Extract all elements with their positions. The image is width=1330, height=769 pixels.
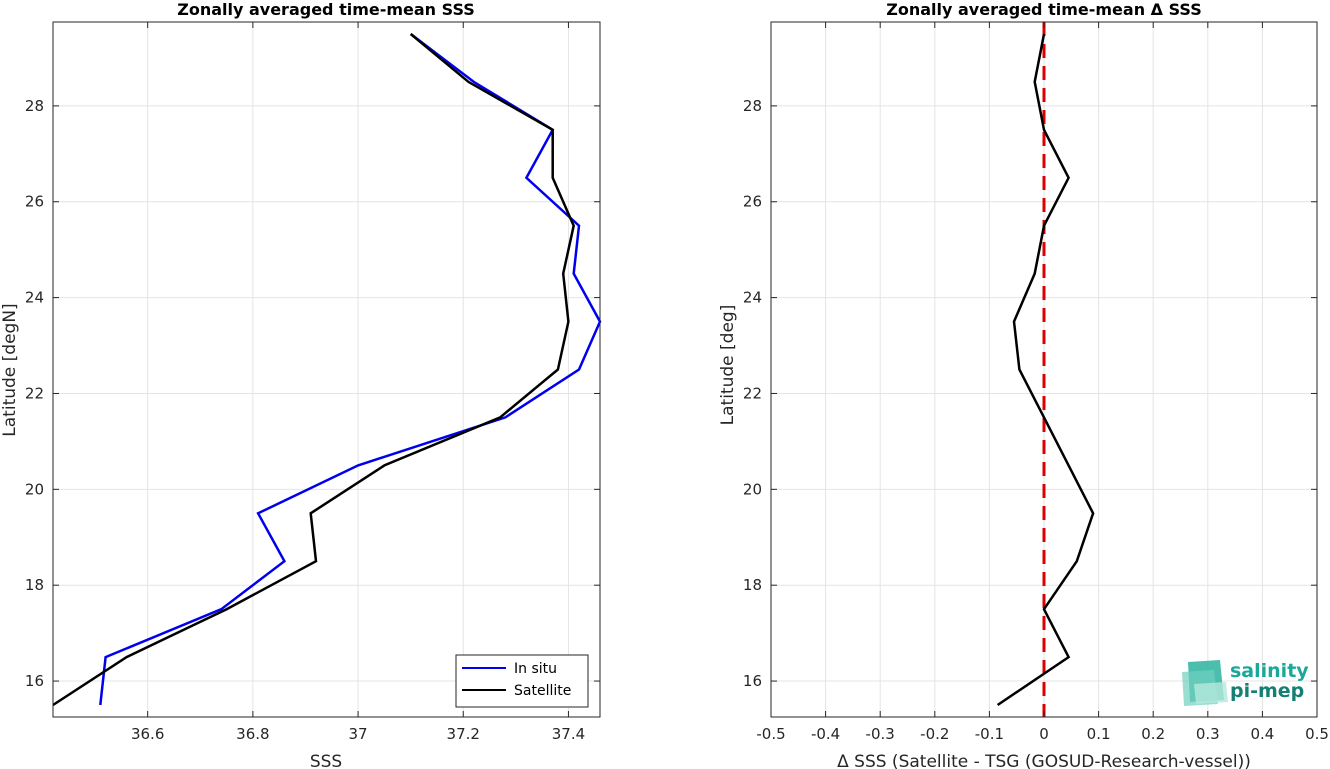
left-y-tick-label: 16 xyxy=(25,672,44,690)
logo-wave-icon-3 xyxy=(1194,682,1228,704)
logo-text-pi-mep: pi-mep xyxy=(1230,680,1304,702)
legend: In situ Satellite xyxy=(455,654,589,708)
left-plot-area xyxy=(53,22,600,717)
right-y-tick-label: 20 xyxy=(743,480,762,498)
right-x-tick-label: -0.2 xyxy=(920,725,949,743)
legend-entry-satellite: Satellite xyxy=(514,683,571,699)
left-x-tick-label: 37.2 xyxy=(447,725,480,743)
right-series xyxy=(996,33,1095,707)
left-series-line-1 xyxy=(52,33,576,707)
right-x-tick-label: -0.4 xyxy=(811,725,840,743)
right-y-tick-label: 24 xyxy=(743,289,762,307)
left-x-tick-label: 36.6 xyxy=(131,725,164,743)
legend-box xyxy=(455,654,589,708)
right-panel: -0.5 -0.4 -0.3 -0.2 -0.1 0 0.1 0.2 0.3 0.4 0.5 16 18… xyxy=(718,0,1329,769)
right-x-tick-label: -0.1 xyxy=(975,725,1004,743)
right-y-tick-label: 16 xyxy=(743,672,762,690)
logo-text-salinity: salinity xyxy=(1230,660,1309,682)
left-y-tick-label: 18 xyxy=(25,576,44,594)
right-x-tick-label: 0.2 xyxy=(1141,725,1165,743)
right-y-tick-label: 22 xyxy=(743,384,762,402)
right-x-axis-label: Δ SSS (Satellite - TSG (GOSUD-Research-v… xyxy=(837,752,1251,769)
left-ticks: 36.6 36.8 37 37.2 37.4 16 18 20 22 24 26 28 xyxy=(25,22,600,743)
left-panel: 36.6 36.8 37 37.2 37.4 16 18 20 22 24 26 28 Zonally… xyxy=(0,0,602,769)
left-y-tick-label: 20 xyxy=(25,480,44,498)
right-x-tick-label: 0.4 xyxy=(1250,725,1274,743)
left-grid xyxy=(53,22,600,717)
left-y-tick-label: 28 xyxy=(25,97,44,115)
right-series-line-0 xyxy=(996,33,1095,707)
left-y-tick-label: 26 xyxy=(25,193,44,211)
left-y-axis-label: Latitude [degN] xyxy=(0,303,20,436)
right-x-tick-label: 0.1 xyxy=(1087,725,1111,743)
left-x-tick-label: 37.4 xyxy=(552,725,585,743)
left-chart-title: Zonally averaged time-mean SSS xyxy=(177,0,475,19)
left-x-tick-label: 36.8 xyxy=(236,725,269,743)
left-axes-box xyxy=(52,21,601,718)
left-y-tick-label: 22 xyxy=(25,384,44,402)
right-y-tick-label: 28 xyxy=(743,97,762,115)
left-series-line-0 xyxy=(99,33,602,706)
left-x-axis-label: SSS xyxy=(310,752,342,769)
left-series xyxy=(52,33,602,707)
right-x-tick-label: 0 xyxy=(1039,725,1049,743)
right-x-tick-label: 0.3 xyxy=(1196,725,1220,743)
legend-entry-in-situ: In situ xyxy=(514,661,557,677)
right-chart-title: Zonally averaged time-mean Δ SSS xyxy=(886,0,1202,19)
salinity-pi-mep-logo: salinity pi-mep xyxy=(1182,660,1309,706)
left-y-tick-label: 24 xyxy=(25,289,44,307)
right-ticks: -0.5 -0.4 -0.3 -0.2 -0.1 0 0.1 0.2 0.3 0.4 0.5 16 18… xyxy=(743,22,1329,743)
right-x-tick-label: -0.3 xyxy=(866,725,895,743)
right-y-tick-label: 26 xyxy=(743,193,762,211)
right-y-axis-label: Latitude [deg] xyxy=(718,305,738,426)
right-y-tick-label: 18 xyxy=(743,576,762,594)
left-x-tick-label: 37 xyxy=(349,725,368,743)
right-x-tick-label: 0.5 xyxy=(1305,725,1329,743)
right-x-tick-label: -0.5 xyxy=(756,725,785,743)
